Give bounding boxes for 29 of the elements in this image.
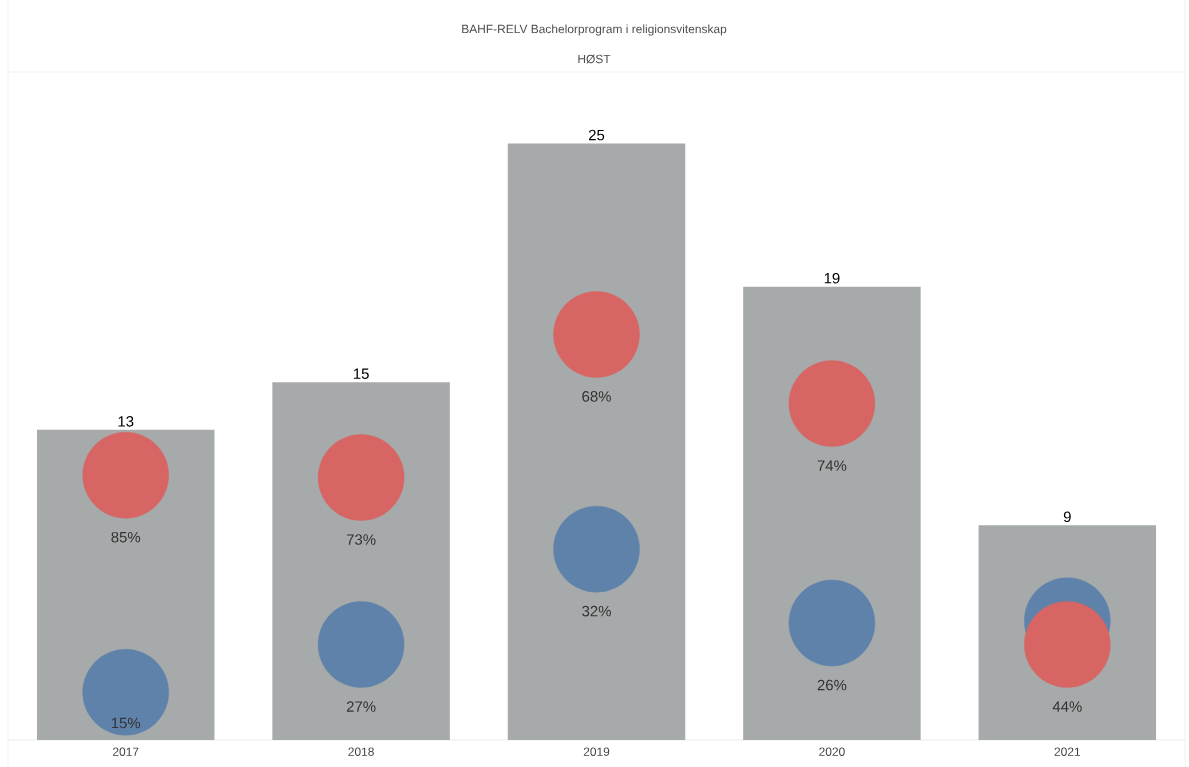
data-label: 19 bbox=[824, 272, 840, 284]
annotation: 15% bbox=[111, 717, 141, 729]
point bbox=[788, 579, 876, 667]
data-label: 15 bbox=[353, 368, 369, 379]
point bbox=[317, 434, 405, 521]
annotation: 73% bbox=[346, 534, 376, 545]
point bbox=[82, 431, 169, 519]
point bbox=[317, 601, 405, 688]
point bbox=[553, 291, 640, 378]
annotation: 26% bbox=[817, 679, 847, 691]
annotation: 68% bbox=[582, 391, 611, 402]
point bbox=[82, 649, 169, 736]
point bbox=[788, 360, 876, 447]
annotation: 85% bbox=[111, 531, 141, 543]
chart-subtitle: HØST bbox=[578, 54, 611, 64]
x-tick-label: 2017 bbox=[113, 747, 139, 756]
annotation: 74% bbox=[817, 460, 847, 471]
data-label: 9 bbox=[1063, 511, 1071, 523]
annotation: 32% bbox=[582, 605, 611, 617]
data-label: 25 bbox=[588, 129, 605, 141]
x-tick-label: 2021 bbox=[1054, 747, 1081, 756]
x-tick-label: 2019 bbox=[583, 747, 610, 756]
x-tick-label: 2020 bbox=[819, 747, 845, 756]
annotation: 27% bbox=[346, 701, 376, 712]
data-label: 13 bbox=[118, 416, 134, 427]
point bbox=[553, 505, 640, 593]
x-tick-label: 2018 bbox=[348, 747, 374, 756]
annotation: 44% bbox=[1052, 701, 1082, 712]
chart-title: BAHF-RELV Bachelorprogram i religionsvitenskap bbox=[462, 24, 727, 36]
